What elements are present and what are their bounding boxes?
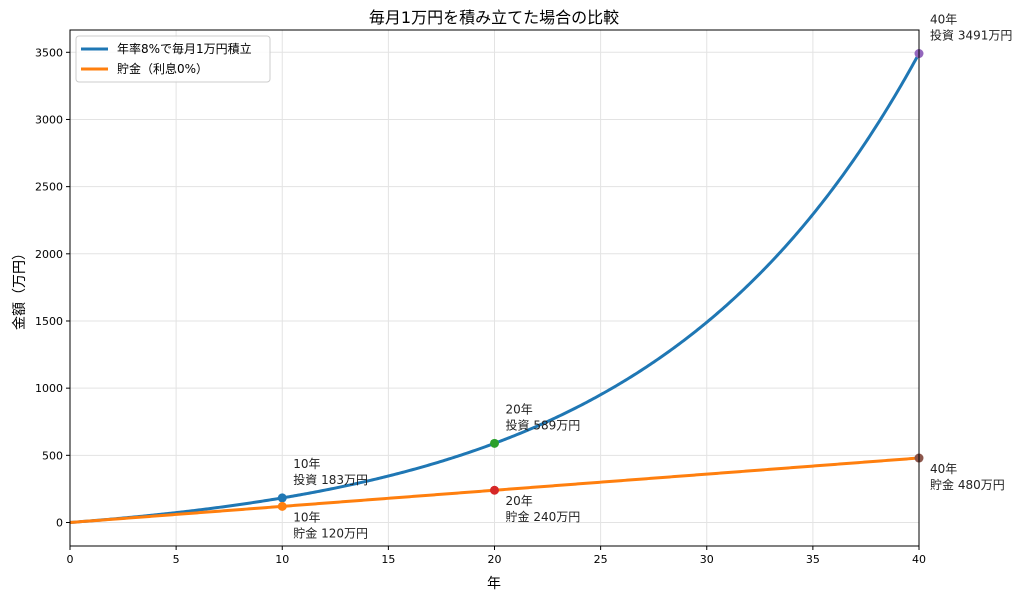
x-tick-label: 15 <box>381 553 395 566</box>
annotation-line: 20年 <box>506 402 533 416</box>
x-tick-label: 25 <box>594 553 608 566</box>
annotation-line: 10年 <box>293 510 320 524</box>
data-point-annotation: 10年貯金 120万円 <box>293 510 368 540</box>
annotation-line: 40年 <box>930 462 957 476</box>
data-point-annotation: 20年投資 589万円 <box>506 402 581 432</box>
data-point-marker <box>490 485 499 495</box>
annotation-line: 40年 <box>930 13 957 27</box>
legend-label-invest: 年率8%で毎月1万円積立 <box>117 41 252 56</box>
x-tick-label: 10 <box>275 553 289 566</box>
legend-label-savings: 貯金（利息0%） <box>117 61 208 76</box>
x-tick-label: 20 <box>488 553 502 566</box>
data-point-annotation: 40年投資 3491万円 <box>930 13 1012 43</box>
y-tick-label: 3500 <box>35 46 63 59</box>
y-tick-label: 0 <box>56 516 63 529</box>
x-axis-label: 年 <box>487 576 501 592</box>
data-point-marker <box>490 438 499 448</box>
data-point-annotation: 40年貯金 480万円 <box>930 462 1005 492</box>
plot-frame <box>69 29 920 547</box>
x-tick-label: 5 <box>173 553 180 566</box>
y-tick-label: 1000 <box>35 382 63 395</box>
annotation-line: 10年 <box>293 457 320 471</box>
ticks: 0 5 10 15 20 25 30 35 40 0 500 1000 1500 2000 2500 3000… <box>35 46 926 566</box>
y-tick-label: 500 <box>42 449 63 462</box>
annotation-line: 投資 589万円 <box>506 417 581 432</box>
annotation-line: 投資 183万円 <box>293 472 368 487</box>
chart-title: 毎月1万円を積み立てた場合の比較 <box>369 8 619 27</box>
x-tick-label: 35 <box>806 553 820 566</box>
y-axis-label: 金額（万円） <box>12 246 28 330</box>
data-point-annotation: 20年貯金 240万円 <box>506 494 581 524</box>
data-point-marker <box>277 501 287 511</box>
annotation-line: 投資 3491万円 <box>930 28 1012 43</box>
legend: 年率8%で毎月1万円積立 貯金（利息0%） <box>75 35 271 83</box>
data-point-marker <box>277 493 287 503</box>
y-tick-label: 3000 <box>35 113 63 126</box>
annotation-line: 貯金 240万円 <box>506 509 581 524</box>
data-point-annotation: 10年投資 183万円 <box>293 457 368 487</box>
annotation-line: 貯金 480万円 <box>930 477 1005 492</box>
x-tick-label: 40 <box>912 553 926 566</box>
y-tick-label: 2500 <box>35 181 63 194</box>
y-tick-label: 2000 <box>35 248 63 261</box>
x-tick-label: 0 <box>67 553 74 566</box>
annotation-line: 20年 <box>506 494 533 508</box>
x-tick-label: 30 <box>700 553 714 566</box>
annotation-line: 貯金 120万円 <box>293 525 368 540</box>
y-tick-label: 1500 <box>35 315 63 328</box>
